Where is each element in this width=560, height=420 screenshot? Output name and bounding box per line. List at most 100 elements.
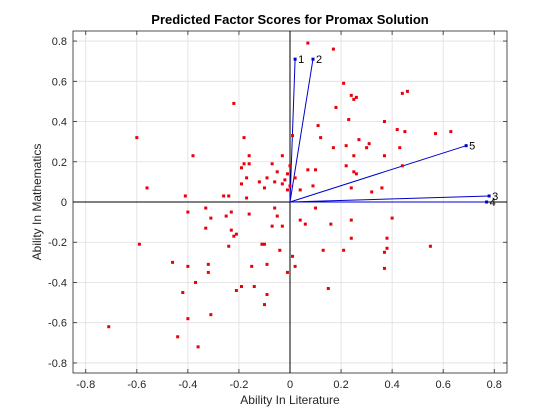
loading-vector-3 — [289, 195, 490, 203]
score-point — [390, 216, 394, 220]
y-tick-label: 0.8 — [52, 36, 67, 48]
score-point — [288, 164, 292, 168]
score-point — [357, 138, 361, 142]
score-point — [252, 284, 256, 288]
score-point — [370, 190, 374, 194]
score-point — [331, 146, 335, 150]
score-point — [176, 335, 180, 339]
score-point — [288, 184, 292, 188]
score-point — [135, 136, 139, 140]
x-tick-label: -0.4 — [178, 379, 197, 391]
score-point — [285, 270, 289, 274]
y-tick-label: 0.6 — [52, 76, 67, 88]
score-point — [291, 134, 295, 138]
score-point — [191, 154, 195, 158]
score-point — [262, 186, 266, 190]
x-axis-label: Ability In Literature — [240, 393, 340, 407]
score-point — [352, 170, 356, 174]
score-point — [206, 262, 210, 266]
score-point — [280, 182, 284, 186]
score-point — [298, 218, 302, 222]
score-point — [171, 260, 175, 264]
y-tick-label: 0.4 — [52, 117, 67, 129]
x-tick-label: 0.4 — [384, 379, 399, 391]
score-point — [349, 186, 353, 190]
score-point — [367, 142, 371, 146]
score-point — [314, 168, 318, 172]
score-point — [400, 164, 404, 168]
x-tick-label: 0.2 — [333, 379, 348, 391]
score-point — [181, 291, 185, 295]
score-point — [403, 130, 407, 134]
y-axis-label: Ability In Mathematics — [30, 144, 44, 261]
score-point — [194, 280, 198, 284]
score-point — [224, 214, 228, 218]
score-point — [400, 91, 404, 95]
loading-vector-5 — [289, 145, 467, 203]
y-tick-label: -0.6 — [48, 318, 67, 330]
score-point — [283, 178, 287, 182]
y-tick-label: -0.2 — [48, 237, 67, 249]
score-point — [314, 206, 318, 210]
score-point — [349, 236, 353, 240]
score-point — [382, 250, 386, 254]
chart-title: Predicted Factor Scores for Promax Solut… — [151, 12, 428, 27]
score-point — [262, 242, 266, 246]
x-tick-label: 0.8 — [487, 379, 502, 391]
score-point — [234, 232, 238, 236]
score-point — [293, 264, 297, 268]
score-point — [273, 206, 277, 210]
score-point — [186, 264, 190, 268]
score-point — [380, 186, 384, 190]
score-point — [326, 287, 330, 291]
score-point — [319, 136, 323, 140]
loading-vector-end-3 — [487, 194, 491, 198]
score-point — [273, 180, 277, 184]
score-point — [344, 144, 348, 148]
score-point — [227, 194, 231, 198]
score-point — [204, 226, 208, 230]
score-point — [354, 95, 358, 99]
loading-vector-label-2: 2 — [316, 54, 322, 66]
score-point — [434, 132, 438, 136]
score-point — [352, 97, 356, 101]
loading-vector-1 — [289, 59, 296, 203]
score-point — [331, 47, 335, 51]
score-point — [242, 136, 246, 140]
score-point — [321, 248, 325, 252]
score-point — [303, 222, 307, 226]
score-points — [107, 41, 453, 349]
score-point — [293, 176, 297, 180]
score-point — [107, 325, 111, 329]
score-point — [245, 176, 249, 180]
score-point — [196, 345, 200, 349]
score-point — [275, 170, 279, 174]
score-point — [245, 196, 249, 200]
loading-vector-label-5: 5 — [469, 141, 475, 153]
score-point — [329, 222, 333, 226]
loading-vector-end-2 — [311, 57, 315, 61]
score-point — [270, 224, 274, 228]
score-point — [285, 188, 289, 192]
score-point — [382, 266, 386, 270]
x-tick-label: -0.8 — [76, 379, 95, 391]
score-point — [382, 154, 386, 158]
score-point — [382, 120, 386, 124]
score-point — [265, 262, 269, 266]
loading-vector-label-4: 4 — [490, 197, 496, 209]
score-point — [239, 166, 243, 170]
y-tick-label: 0 — [61, 197, 67, 209]
score-point — [270, 162, 274, 166]
x-tick-label: 0.6 — [436, 379, 451, 391]
score-point — [239, 182, 243, 186]
score-point — [262, 303, 266, 307]
score-point — [344, 164, 348, 168]
loading-vector-end-4 — [485, 200, 489, 204]
score-point — [306, 168, 310, 172]
score-point — [316, 124, 320, 128]
score-point — [242, 162, 246, 166]
score-point — [342, 81, 346, 85]
loading-vector-end-1 — [293, 57, 297, 61]
score-point — [291, 254, 295, 258]
